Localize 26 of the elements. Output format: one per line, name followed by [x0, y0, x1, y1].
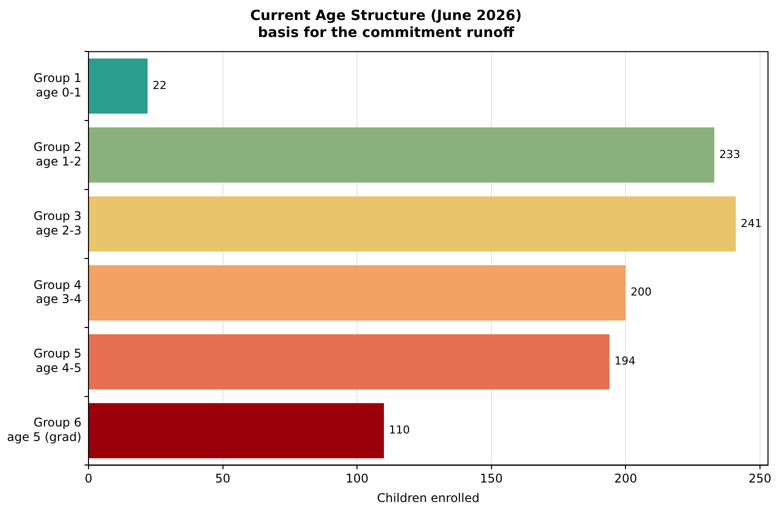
data-label: 241: [740, 216, 762, 230]
bar: [89, 403, 384, 458]
bar: [89, 265, 626, 320]
y-tick-label: Group 5 age 4-5: [34, 346, 82, 376]
data-label: 22: [152, 78, 167, 92]
x-tick-label: 150: [480, 472, 503, 486]
y-tick-label: Group 6 age 5 (grad): [6, 416, 82, 444]
y-tick-label: Group 3 age 2-3: [34, 208, 82, 238]
y-tick-label: Group 2 age 1-2: [34, 140, 82, 168]
bar: [89, 127, 714, 183]
y-tick-label: Group 1 age 0-1: [34, 70, 82, 100]
bar: [89, 58, 148, 114]
chart-title: Current Age Structure (June 2026) basis for the commitment runoff: [250, 8, 522, 41]
bar: [89, 334, 610, 390]
data-label: 200: [630, 286, 652, 299]
data-label: 233: [719, 148, 740, 161]
x-tick-label: 50: [215, 472, 230, 486]
x-tick-label: 200: [614, 472, 638, 486]
x-tick-label: 100: [346, 472, 369, 486]
x-axis-title: Children enrolled: [377, 490, 480, 505]
x-tick-label: 250: [748, 472, 772, 486]
x-tick-label: 0: [84, 472, 92, 486]
y-tick-label: Group 4 age 3-4: [34, 278, 82, 306]
data-label: 194: [614, 354, 636, 368]
data-label: 110: [388, 424, 410, 437]
bar: [89, 196, 736, 252]
